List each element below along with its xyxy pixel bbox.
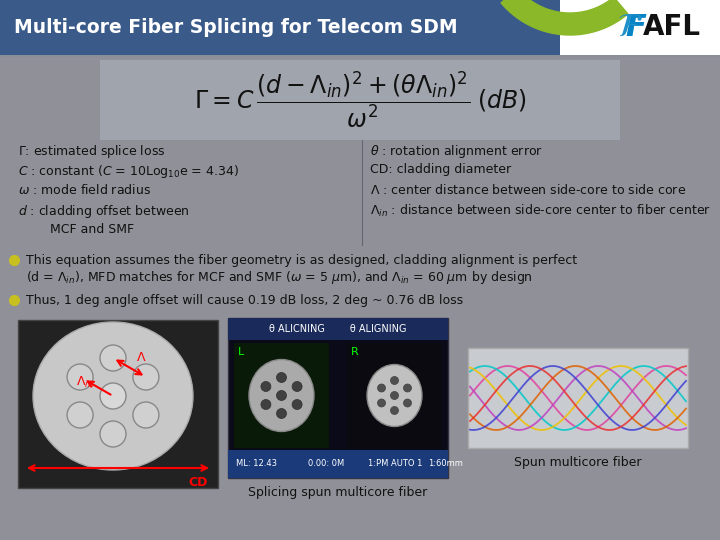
FancyBboxPatch shape bbox=[228, 318, 448, 478]
Circle shape bbox=[292, 381, 302, 391]
Text: F: F bbox=[626, 12, 647, 42]
Text: $\mathit{C}$ : constant ($\mathit{C}$ = 10Log$_{10}$e = 4.34): $\mathit{C}$ : constant ($\mathit{C}$ = … bbox=[18, 163, 239, 180]
Circle shape bbox=[403, 399, 412, 407]
FancyBboxPatch shape bbox=[468, 348, 688, 448]
FancyBboxPatch shape bbox=[0, 57, 720, 540]
FancyBboxPatch shape bbox=[100, 60, 620, 140]
FancyBboxPatch shape bbox=[234, 343, 329, 448]
Circle shape bbox=[292, 400, 302, 409]
Text: 1:60mm: 1:60mm bbox=[428, 460, 463, 469]
Circle shape bbox=[261, 381, 271, 391]
Text: $\Gamma = C\,\dfrac{(d-\Lambda_{in})^2 + (\theta\Lambda_{in})^2}{\omega^2}\;(dB): $\Gamma = C\,\dfrac{(d-\Lambda_{in})^2 +… bbox=[194, 70, 526, 131]
Text: $\theta$ : rotation alignment error: $\theta$ : rotation alignment error bbox=[370, 143, 543, 160]
Text: Thus, 1 deg angle offset will cause 0.19 dB loss, 2 deg ~ 0.76 dB loss: Thus, 1 deg angle offset will cause 0.19… bbox=[26, 294, 463, 307]
Circle shape bbox=[133, 402, 159, 428]
FancyBboxPatch shape bbox=[228, 450, 448, 478]
FancyBboxPatch shape bbox=[0, 55, 720, 540]
Circle shape bbox=[133, 364, 159, 390]
Circle shape bbox=[261, 400, 271, 409]
Text: MCF and SMF: MCF and SMF bbox=[18, 223, 134, 236]
Circle shape bbox=[276, 373, 287, 382]
Ellipse shape bbox=[33, 322, 193, 470]
Text: CD: cladding diameter: CD: cladding diameter bbox=[370, 163, 511, 176]
Text: This equation assumes the fiber geometry is as designed, cladding alignment is p: This equation assumes the fiber geometry… bbox=[26, 254, 577, 286]
Text: 0.00: 0M: 0.00: 0M bbox=[308, 460, 344, 469]
Circle shape bbox=[377, 384, 385, 392]
Ellipse shape bbox=[249, 360, 314, 431]
Circle shape bbox=[276, 408, 287, 418]
Circle shape bbox=[276, 390, 287, 401]
Circle shape bbox=[67, 402, 93, 428]
Text: 1:PM AUTO 1: 1:PM AUTO 1 bbox=[368, 460, 423, 469]
FancyBboxPatch shape bbox=[347, 343, 442, 448]
FancyBboxPatch shape bbox=[18, 320, 218, 488]
Text: $\Lambda$: $\Lambda$ bbox=[136, 351, 147, 364]
Text: $\Lambda_{in}$ : distance between side-core center to fiber center: $\Lambda_{in}$ : distance between side-c… bbox=[370, 203, 711, 219]
Circle shape bbox=[403, 384, 412, 392]
Circle shape bbox=[390, 376, 398, 384]
FancyBboxPatch shape bbox=[0, 0, 720, 55]
Text: Splicing spun multicore fiber: Splicing spun multicore fiber bbox=[248, 486, 428, 499]
Text: $\mathcal{F}$: $\mathcal{F}$ bbox=[617, 10, 643, 44]
Text: $\Lambda_{in}$: $\Lambda_{in}$ bbox=[76, 374, 94, 389]
Circle shape bbox=[377, 399, 385, 407]
Circle shape bbox=[390, 392, 398, 400]
Text: L: L bbox=[238, 347, 244, 357]
Text: $\Lambda$ : center distance between side-core to side core: $\Lambda$ : center distance between side… bbox=[370, 183, 686, 197]
FancyBboxPatch shape bbox=[560, 0, 720, 55]
Circle shape bbox=[100, 383, 126, 409]
Text: $\omega$ : mode field radius: $\omega$ : mode field radius bbox=[18, 183, 151, 197]
Circle shape bbox=[390, 407, 398, 415]
Polygon shape bbox=[501, 0, 628, 35]
Text: ML: 12.43: ML: 12.43 bbox=[236, 460, 277, 469]
Text: $\mathit{d}$ : cladding offset between: $\mathit{d}$ : cladding offset between bbox=[18, 203, 190, 220]
FancyBboxPatch shape bbox=[228, 318, 448, 340]
Text: Multi-core Fiber Splicing for Telecom SDM: Multi-core Fiber Splicing for Telecom SD… bbox=[14, 18, 458, 37]
Circle shape bbox=[100, 345, 126, 371]
Text: CD: CD bbox=[189, 476, 207, 489]
Ellipse shape bbox=[367, 364, 422, 427]
Text: R: R bbox=[351, 347, 359, 357]
Text: F: F bbox=[626, 12, 647, 42]
Circle shape bbox=[67, 364, 93, 390]
Text: $\mathit{\Gamma}$: estimated splice loss: $\mathit{\Gamma}$: estimated splice loss bbox=[18, 143, 166, 160]
Circle shape bbox=[100, 421, 126, 447]
Text: AFL: AFL bbox=[643, 13, 701, 41]
Text: Spun multicore fiber: Spun multicore fiber bbox=[514, 456, 642, 469]
Text: θ ALICNING        θ ALIGNING: θ ALICNING θ ALIGNING bbox=[269, 324, 407, 334]
